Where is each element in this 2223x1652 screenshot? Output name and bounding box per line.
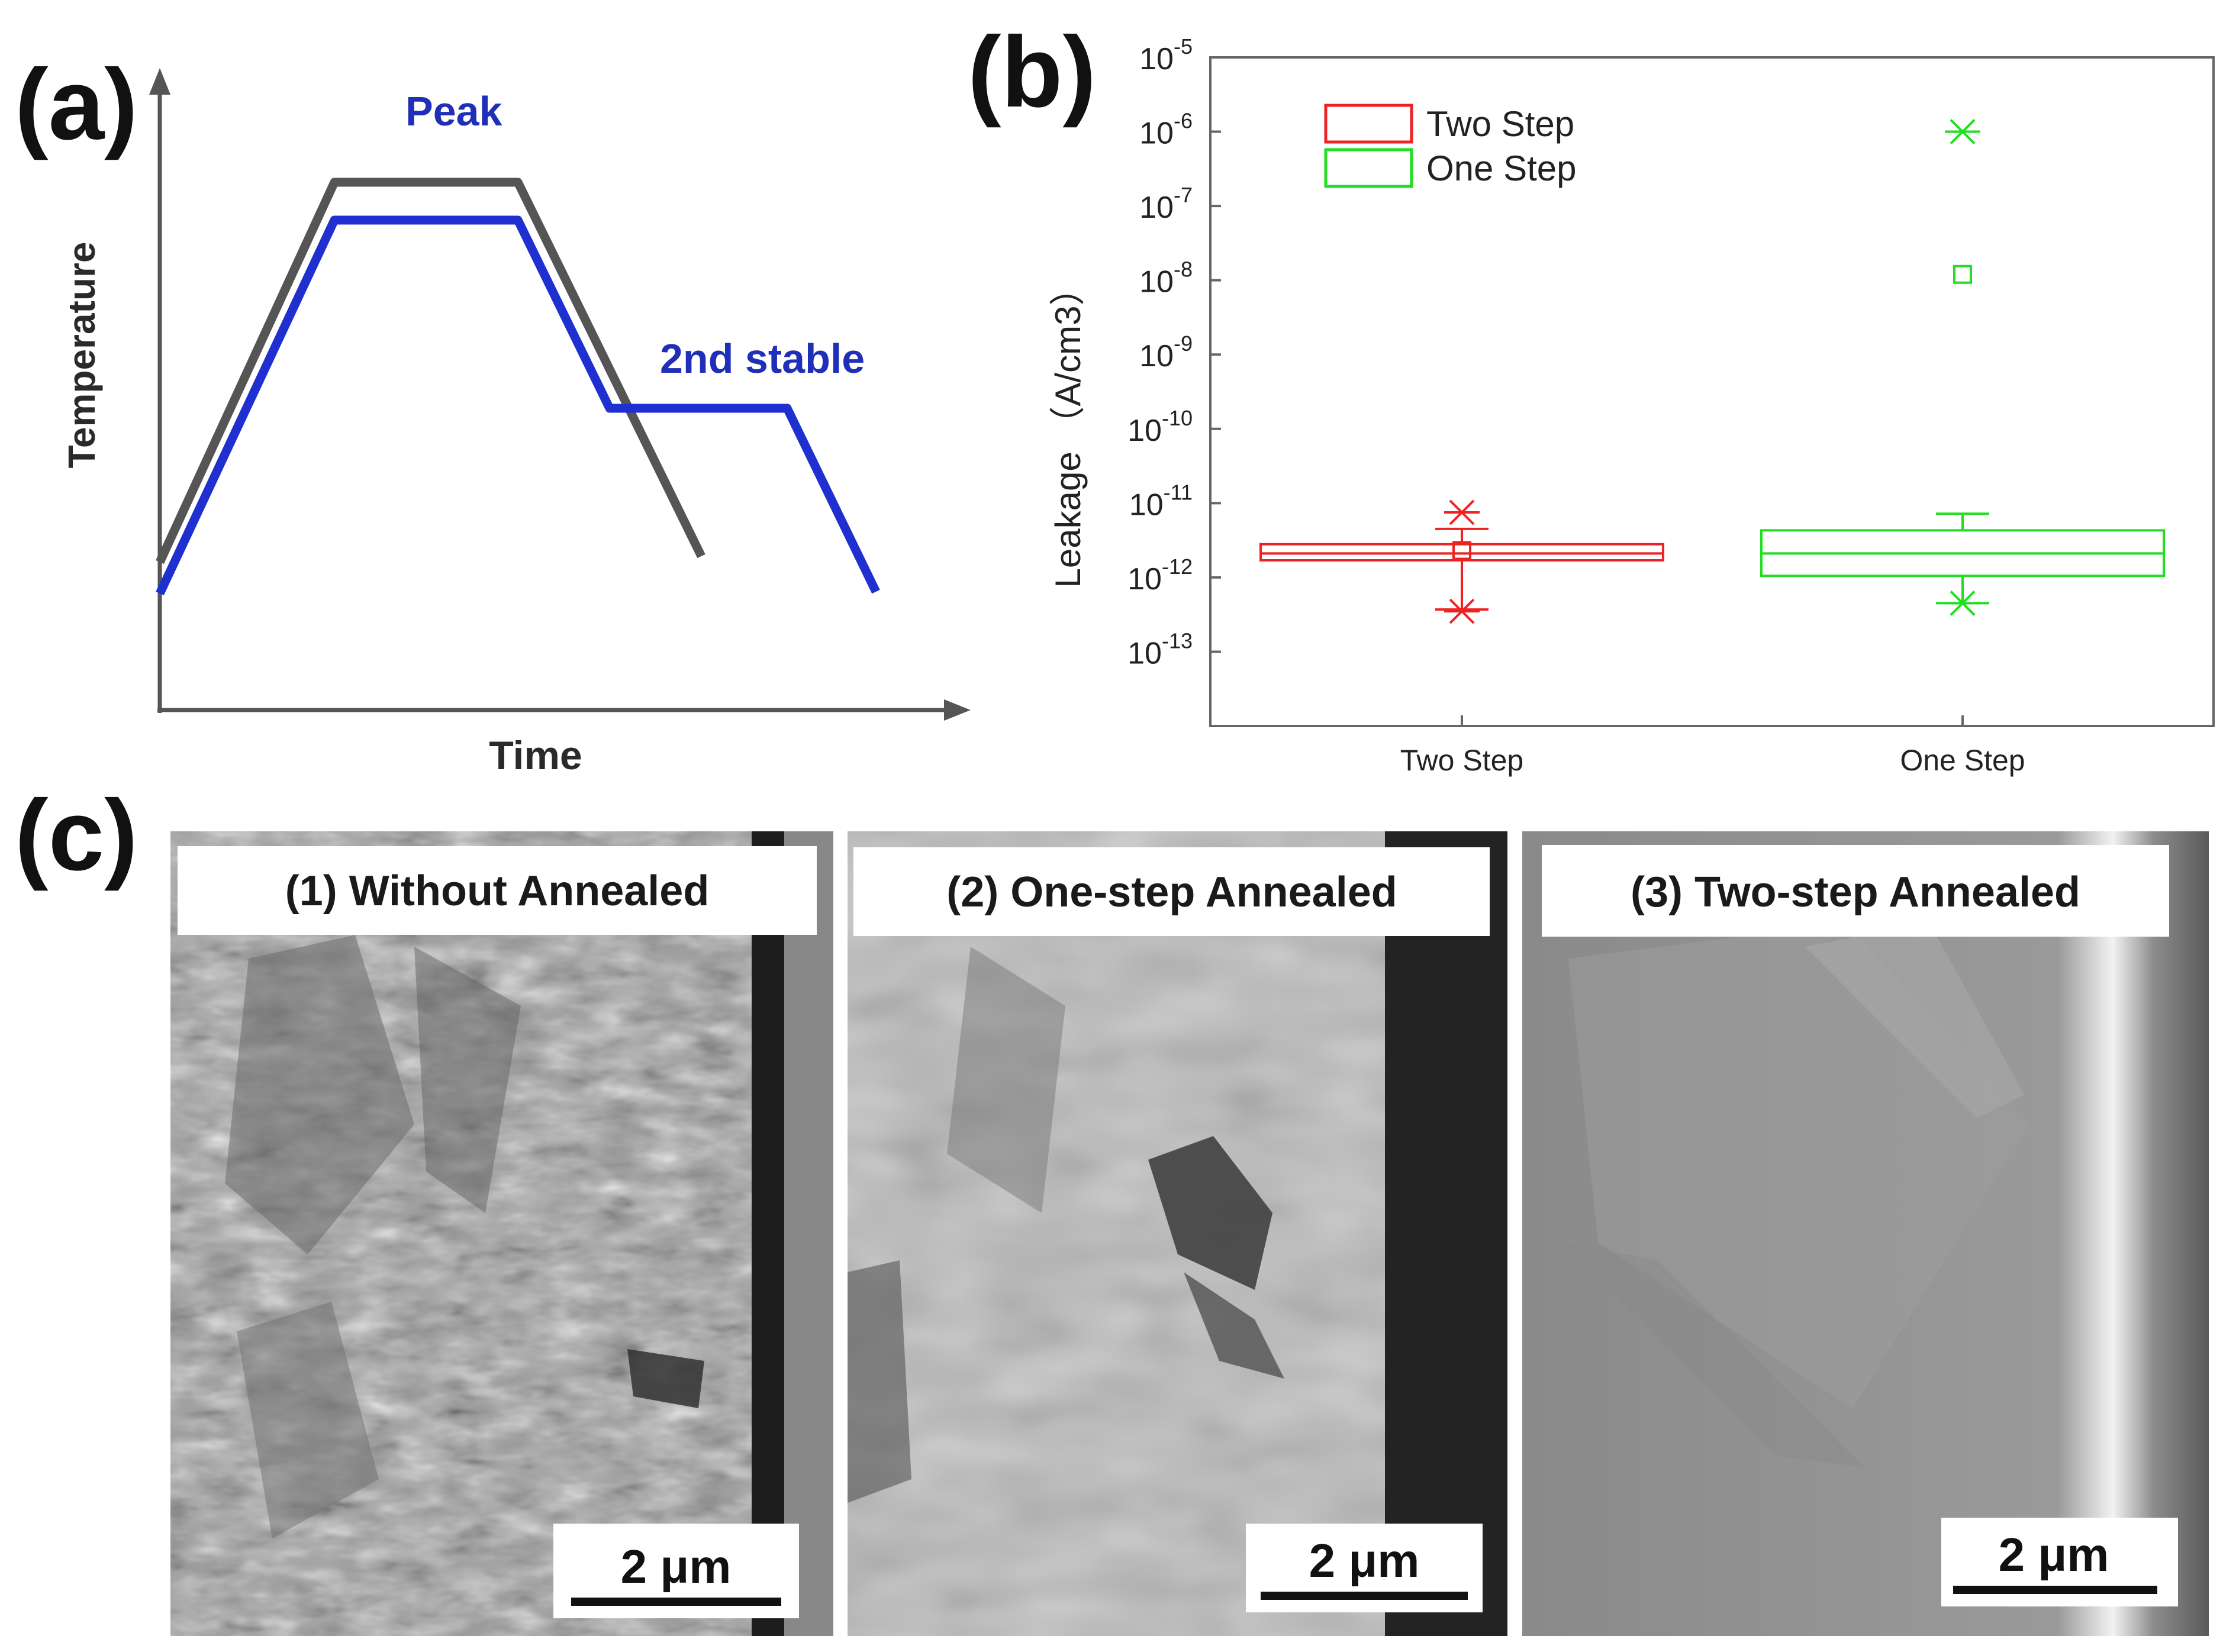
panel-a-y-axis-title: Temperature <box>60 242 103 469</box>
panel-b-boxes <box>1259 119 2165 624</box>
extreme-marker <box>1444 598 1480 624</box>
mean-marker <box>1452 541 1471 560</box>
y-tick-label: 10-7 <box>1139 183 1193 225</box>
x-tick-label-two-step: Two Step <box>1400 744 1523 777</box>
panel-a-peak-label: Peak <box>405 88 502 134</box>
sem-image-two-step-annealed: (3) Two-step Annealed 2 μm <box>1522 831 2209 1636</box>
panel-b-y-axis: 10-5 10-6 10-7 10-8 10-9 10-10 10-11 10-12 10-13 <box>1127 34 1221 670</box>
panel-a: (a) Peak 2nd stable Temperature Time <box>15 49 971 778</box>
scale-bar-label-1: 2 μm <box>621 1540 732 1593</box>
extreme-marker <box>1945 119 1980 144</box>
panel-b-label: (b) <box>968 16 1096 128</box>
extreme-marker <box>1444 499 1480 525</box>
box-iqr <box>1259 543 1664 562</box>
box-two-step <box>1259 499 1664 624</box>
panel-a-blue-curve <box>156 215 880 596</box>
extreme-marker <box>1945 591 1980 616</box>
panel-a-x-arrowhead <box>944 699 971 721</box>
panel-b: (b) 10-510-610-710-810-910-1010-1110-121… <box>968 16 2215 777</box>
x-tick-label-one-step: One Step <box>1900 744 2025 777</box>
panel-a-y-arrowhead <box>149 68 170 95</box>
panel-b-x-axis: Two Step One Step <box>1400 715 2025 777</box>
sem-title-1: (1) Without Annealed <box>285 867 710 915</box>
y-tick-label: 10-6 <box>1139 109 1193 151</box>
legend-label-one-step: One Step <box>1426 149 1577 188</box>
panel-b-y-axis-title: Leakage （A/cm3） <box>1048 270 1088 588</box>
panel-b-legend: Two Step One Step <box>1324 104 1577 188</box>
panel-a-x-axis-title: Time <box>489 733 582 778</box>
panel-c-label: (c) <box>15 779 138 892</box>
panel-a-label: (a) <box>15 49 138 161</box>
scale-bar-2 <box>1261 1592 1468 1600</box>
legend-swatch-two-step <box>1324 104 1413 144</box>
mean-marker <box>1953 264 1972 284</box>
y-tick-label: 10-11 <box>1129 480 1193 522</box>
legend-swatch-one-step <box>1324 148 1413 188</box>
y-tick-label: 10-12 <box>1127 554 1193 596</box>
panel-a-gray-curve <box>156 178 705 564</box>
scale-bar-3 <box>1953 1586 2157 1594</box>
scale-bar-label-3: 2 μm <box>1999 1528 2109 1581</box>
y-tick-label: 10-13 <box>1127 628 1193 670</box>
sem-image-one-step-annealed: (2) One-step Annealed 2 μm <box>848 831 1507 1636</box>
y-tick-label: 10-5 <box>1139 34 1193 76</box>
sem-title-3: (3) Two-step Annealed <box>1631 869 2080 916</box>
scale-bar-label-2: 2 μm <box>1309 1534 1420 1587</box>
y-tick-label: 10-9 <box>1139 331 1193 373</box>
scale-bar-1 <box>571 1598 781 1606</box>
sem-title-2: (2) One-step Annealed <box>946 869 1397 916</box>
panel-c: (c) (1) Without Annealed 2 μm <box>15 779 2209 1636</box>
sem-image-without-annealed: (1) Without Annealed 2 μm <box>170 831 833 1636</box>
box-one-step <box>1760 119 2165 616</box>
y-tick-label: 10-10 <box>1127 406 1193 448</box>
y-tick-label: 10-8 <box>1139 257 1193 299</box>
legend-label-two-step: Two Step <box>1426 104 1574 144</box>
panel-b-plot-frame <box>1209 56 2215 727</box>
panel-a-stable-label: 2nd stable <box>660 335 865 382</box>
